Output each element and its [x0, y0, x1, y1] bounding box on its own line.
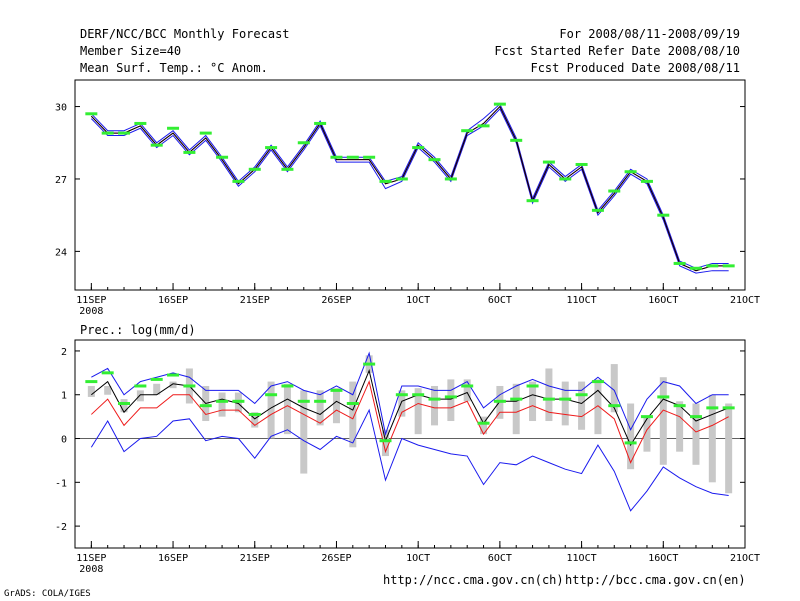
prec-spread-bar: [561, 381, 569, 426]
temp-xtick-label: 11SEP: [76, 295, 106, 306]
prec-xtick-label: 21SEP: [240, 553, 270, 564]
prec-ytick-label: 1: [61, 391, 67, 402]
prec-spread-bar: [398, 390, 406, 417]
temp-xtick-label: 21SEP: [240, 295, 270, 306]
prec-ytick-label: -2: [55, 522, 67, 533]
prec-spread-bar: [529, 381, 537, 422]
prec-ensemble-mean-line: [91, 369, 729, 447]
temp-xtick-label: 16SEP: [158, 295, 188, 306]
prec-xtick-year: 2008: [79, 564, 103, 575]
prec-spread-bar: [267, 381, 275, 439]
prec-spread-bar: [349, 381, 357, 448]
prec-spread-bar: [316, 390, 324, 426]
prec-spread-bar: [431, 385, 439, 426]
precip-panel-title: Prec.: log(mm/d): [80, 323, 196, 337]
prec-xtick-label: 11SEP: [76, 553, 106, 564]
prec-spread-bar: [120, 399, 128, 413]
prec-ensemble-max-line: [91, 351, 729, 437]
prec-spread-bar: [610, 364, 618, 413]
temp-ensemble-max-line: [90, 103, 729, 269]
prec-spread-bar: [104, 385, 112, 395]
temp-xtick-year: 2008: [79, 306, 103, 317]
temp-ytick-label: 30: [55, 103, 67, 114]
prec-xtick-label: 26SEP: [321, 553, 351, 564]
prec-spread-bar: [512, 383, 520, 435]
prec-xtick-label: 6OCT: [488, 553, 512, 564]
temp-ensemble-min-line: [90, 108, 729, 274]
temp-xtick-label: 16OCT: [648, 295, 678, 306]
temp-xtick-label: 6OCT: [488, 295, 512, 306]
prec-spread-bar: [708, 394, 716, 483]
prec-spread-bar: [414, 388, 422, 435]
url-ncc[interactable]: http://ncc.cma.gov.cn(ch): [383, 573, 564, 587]
prec-spread-bar: [136, 390, 144, 402]
temp-ensemble-median-line: [90, 105, 729, 272]
temp-frame: [74, 79, 746, 291]
prec-spread-bar: [480, 416, 488, 435]
prec-spread-bar: [594, 379, 602, 435]
prec-spread-bar: [627, 403, 635, 470]
prec-frame: [74, 339, 746, 549]
prec-ytick-label: 2: [61, 347, 67, 358]
prec-spread-bar: [545, 368, 553, 422]
url-bcc[interactable]: http://bcc.cma.gov.cn(en): [565, 573, 746, 587]
temp-xtick-label: 11OCT: [567, 295, 597, 306]
prec-spread-bar: [300, 390, 308, 474]
chart-title: DERF/NCC/BCC Monthly Forecast: [80, 27, 290, 41]
prec-spread-bar: [659, 377, 667, 465]
prec-spread-bar: [169, 381, 177, 389]
prec-spread-bar: [578, 381, 586, 430]
forecast-period: For 2008/08/11-2008/09/19: [559, 27, 740, 41]
prec-spread-bar: [332, 388, 340, 424]
prec-ytick-label: -1: [55, 478, 67, 489]
prec-spread-bar: [251, 412, 259, 428]
prec-xtick-label: 21OCT: [730, 553, 760, 564]
prec-spread-bar: [692, 403, 700, 465]
prec-xtick-label: 1OCT: [406, 553, 430, 564]
variable-label: Mean Surf. Temp.: °C Anom.: [80, 61, 268, 75]
prec-spread-bar: [725, 403, 733, 494]
prec-spread-bar: [283, 383, 291, 435]
temp-xtick-label: 1OCT: [406, 295, 430, 306]
prec-ytick-label: 0: [61, 435, 67, 446]
prec-ensemble-median-line: [90, 380, 729, 464]
start-date: Fcst Started Refer Date 2008/08/10: [494, 44, 740, 58]
prec-spread-bar: [643, 416, 651, 452]
temp-xtick-label: 26SEP: [321, 295, 351, 306]
prec-spread-bar: [218, 392, 226, 417]
grads-credit: GrADS: COLA/IGES: [4, 589, 91, 599]
temp-ytick-label: 27: [55, 175, 67, 186]
produced-date: Fcst Produced Date 2008/08/11: [530, 61, 740, 75]
temp-ytick-label: 24: [55, 247, 67, 258]
prec-xtick-label: 16SEP: [158, 553, 188, 564]
temp-xtick-label: 21OCT: [730, 295, 760, 306]
prec-spread-bar: [381, 429, 389, 457]
prec-spread-bar: [447, 379, 455, 422]
prec-ensemble-min-line: [90, 408, 729, 512]
prec-xtick-label: 16OCT: [648, 553, 678, 564]
prec-spread-bar: [87, 385, 95, 397]
prec-spread-bar: [463, 379, 471, 402]
member-size: Member Size=40: [80, 44, 182, 58]
temp-ensemble-mean-line: [90, 105, 729, 272]
prec-xtick-label: 11OCT: [567, 553, 597, 564]
prec-spread-bar: [676, 401, 684, 452]
prec-spread-bar: [153, 383, 161, 395]
